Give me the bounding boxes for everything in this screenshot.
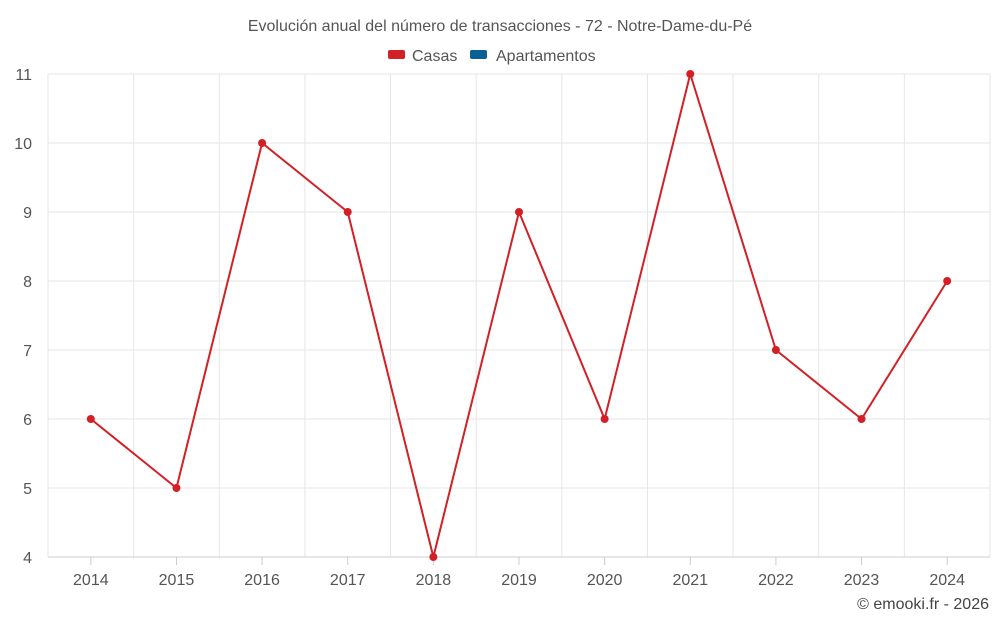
x-tick-label: 2017 xyxy=(330,572,366,589)
legend-item-apartamentos[interactable]: Apartamentos xyxy=(470,48,596,65)
y-axis-ticks: 4 5 6 7 8 9 10 11 xyxy=(14,67,32,567)
data-point-casas[interactable] xyxy=(771,346,780,354)
data-point-casas[interactable] xyxy=(943,277,952,285)
data-point-casas[interactable] xyxy=(258,139,267,147)
x-axis-ticks: 2014 2015 2016 2017 2018 2019 2020 2021 2022 2023… xyxy=(73,557,965,589)
y-tick-label: 8 xyxy=(23,274,32,291)
x-tick-label: 2022 xyxy=(758,572,794,589)
legend-swatch-apartamentos xyxy=(470,50,487,59)
data-point-casas[interactable] xyxy=(172,484,181,492)
legend: Casas Apartamentos xyxy=(388,48,596,65)
data-point-casas[interactable] xyxy=(343,208,352,216)
data-point-casas[interactable] xyxy=(86,415,95,423)
legend-swatch-casas xyxy=(388,50,405,59)
x-tick-label: 2023 xyxy=(844,572,880,589)
x-tick-label: 2021 xyxy=(672,572,708,589)
x-tick-label: 2020 xyxy=(587,572,623,589)
y-tick-label: 4 xyxy=(23,550,32,567)
series-group xyxy=(86,70,952,561)
y-tick-label: 10 xyxy=(14,136,32,153)
legend-label-casas: Casas xyxy=(412,48,457,65)
credit-text: © emooki.fr - 2026 xyxy=(857,596,989,613)
y-tick-label: 11 xyxy=(15,67,32,84)
data-point-casas[interactable] xyxy=(686,70,695,78)
x-tick-label: 2024 xyxy=(929,572,965,589)
x-tick-label: 2015 xyxy=(159,572,195,589)
chart-title: Evolución anual del número de transaccio… xyxy=(248,18,752,35)
data-point-casas[interactable] xyxy=(857,415,866,423)
y-tick-label: 6 xyxy=(23,412,32,429)
x-tick-label: 2018 xyxy=(416,572,452,589)
x-gridlines xyxy=(47,74,991,557)
x-tick-label: 2014 xyxy=(73,572,109,589)
x-tick-label: 2019 xyxy=(501,572,537,589)
data-point-casas[interactable] xyxy=(600,415,609,423)
x-tick-label: 2016 xyxy=(244,572,280,589)
legend-item-casas[interactable]: Casas xyxy=(388,48,457,65)
legend-label-apartamentos: Apartamentos xyxy=(496,48,596,65)
y-tick-label: 9 xyxy=(23,205,32,222)
data-point-casas[interactable] xyxy=(515,208,523,216)
y-gridlines xyxy=(48,73,990,558)
y-tick-label: 7 xyxy=(23,343,32,360)
y-tick-label: 5 xyxy=(23,481,32,498)
data-point-casas[interactable] xyxy=(429,553,438,561)
